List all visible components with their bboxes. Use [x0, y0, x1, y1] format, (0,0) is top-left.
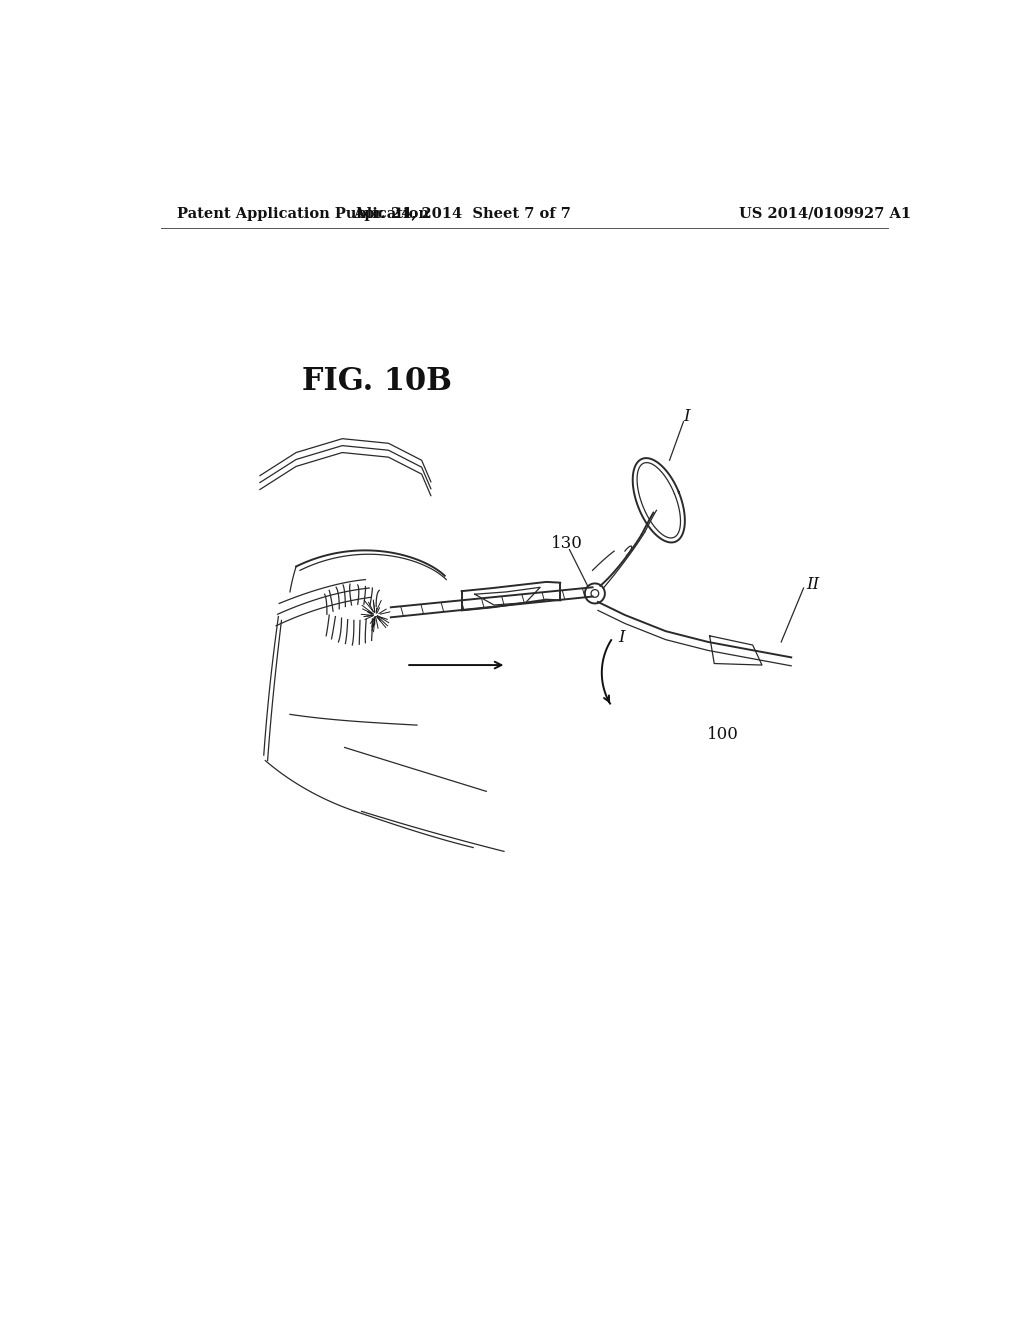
- Text: Apr. 24, 2014  Sheet 7 of 7: Apr. 24, 2014 Sheet 7 of 7: [352, 207, 570, 220]
- Text: US 2014/0109927 A1: US 2014/0109927 A1: [739, 207, 911, 220]
- Text: Patent Application Publication: Patent Application Publication: [177, 207, 429, 220]
- Text: FIG. 10B: FIG. 10B: [302, 366, 452, 397]
- Text: 130: 130: [551, 535, 583, 552]
- Text: I: I: [683, 408, 690, 425]
- Text: II: II: [807, 576, 820, 593]
- Text: I: I: [618, 628, 625, 645]
- Text: 100: 100: [707, 726, 738, 743]
